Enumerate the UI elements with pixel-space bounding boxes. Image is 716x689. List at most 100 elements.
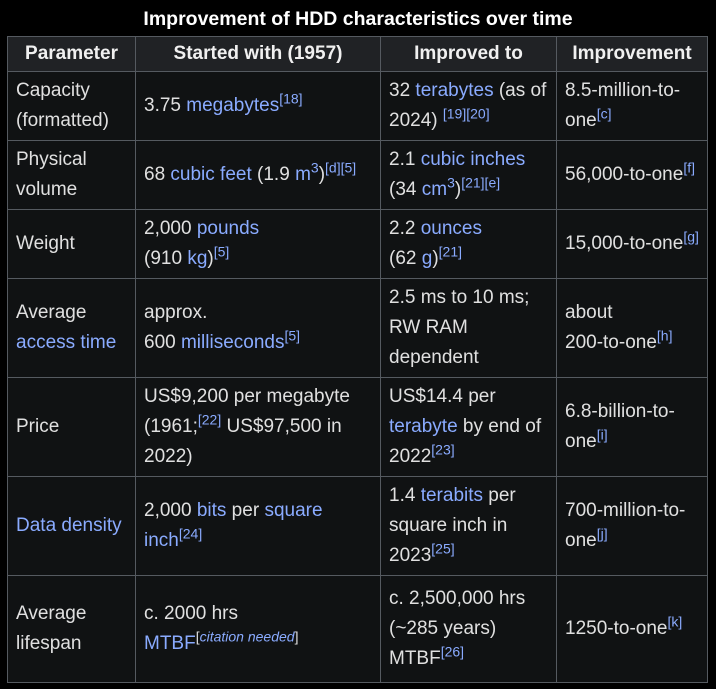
value-text: US$97,500 in 2022)	[144, 416, 342, 467]
bracket: [	[195, 628, 200, 645]
improved-cell: c. 2,500,000 hrs (~285 years) MTBF[26]	[380, 575, 557, 683]
reference-link[interactable]: [18]	[279, 90, 303, 107]
bits-link[interactable]: bits	[196, 500, 227, 521]
value-text: c. 2,500,000 hrs (~285 years) MTBF	[389, 588, 526, 669]
cubic-feet-link[interactable]: cubic feet	[170, 164, 252, 185]
bracket: ]	[294, 628, 299, 645]
column-header-improved-to[interactable]: Improved to	[380, 36, 557, 72]
ratio-text: 700-million-to-one	[565, 500, 686, 551]
improvement-cell: 6.8-billion-to-one[i]	[556, 377, 708, 477]
citation-needed[interactable]: [citation needed]	[196, 629, 299, 645]
value-text: )	[432, 248, 439, 269]
reference-link[interactable]: [5]	[284, 327, 301, 344]
improved-cell: 2.5 ms to 10 ms; RW RAM dependent	[380, 278, 557, 378]
improvement-cell: 56,000-to-one[f]	[556, 140, 708, 210]
gram-link[interactable]: g	[421, 248, 433, 269]
access-time-link[interactable]: access time	[16, 332, 117, 353]
value-text: US$14.4 per	[389, 386, 496, 407]
table-row: Average lifespan c. 2000 hrs MTBF[citation…	[7, 575, 708, 683]
terabyte-link[interactable]: terabyte	[389, 416, 458, 437]
megabytes-link[interactable]: megabytes	[186, 95, 280, 116]
improvement-cell: 8.5-million-to-one[c]	[556, 71, 708, 141]
value-text: (910	[144, 248, 188, 269]
note-link[interactable]: [i]	[596, 426, 608, 443]
ratio-text: about	[565, 302, 613, 323]
table-caption: Improvement of HDD characteristics over …	[143, 8, 573, 30]
citation-needed-link[interactable]: citation needed	[199, 628, 295, 645]
started-cell: 68 cubic feet (1.9 m3)[d][5]	[135, 140, 381, 210]
value-text: 600	[144, 332, 181, 353]
ratio-text: 6.8-billion-to-one	[565, 401, 675, 452]
header-row: Parameter Started with (1957) Improved t…	[7, 36, 708, 72]
reference-link[interactable]: [19][20]	[442, 105, 490, 122]
data-density-link[interactable]: Data density	[16, 515, 122, 536]
note-link[interactable]: [j]	[596, 525, 608, 542]
reference-link[interactable]: [24]	[178, 525, 203, 542]
reference-link[interactable]: [25]	[431, 540, 455, 557]
param-cell: Data density	[7, 476, 136, 576]
param-cell: Capacity (formatted)	[7, 71, 136, 141]
value-text: per square inch in 2023	[389, 485, 516, 566]
started-cell: 2,000 bits per square inch[24]	[135, 476, 381, 576]
reference-link[interactable]: [22]	[197, 411, 222, 428]
cubic-metre-link[interactable]: m3	[295, 161, 319, 185]
kilogram-link[interactable]: kg	[187, 248, 208, 269]
value-text: (1.9	[251, 164, 296, 185]
ratio-text: 8.5-million-to-one	[565, 80, 681, 131]
value-text: per	[226, 500, 265, 521]
improvement-cell: 700-million-to-one[j]	[556, 476, 708, 576]
param-text: volume	[16, 179, 78, 200]
terabits-link[interactable]: terabits	[420, 485, 484, 506]
unit-text: m	[295, 164, 311, 185]
param-text: Weight	[16, 233, 75, 254]
ounces-link[interactable]: ounces	[420, 218, 482, 239]
reference-link[interactable]: [21]	[438, 243, 463, 260]
param-cell: Weight	[7, 209, 136, 279]
mtbf-link[interactable]: MTBF	[144, 633, 196, 654]
table-row: Data density 2,000 bits per square inch[…	[7, 476, 708, 576]
milliseconds-link[interactable]: milliseconds	[180, 332, 285, 353]
improved-cell: 1.4 terabits per square inch in 2023[25]	[380, 476, 557, 576]
started-cell: approx. 600 milliseconds[5]	[135, 278, 381, 378]
param-text: lifespan	[16, 633, 82, 654]
ratio-text: 56,000-to-one	[565, 164, 684, 185]
value-text: (34	[389, 179, 422, 200]
note-link[interactable]: [g]	[683, 228, 699, 245]
reference-link[interactable]: [d][5]	[325, 159, 357, 176]
column-header-started-with[interactable]: Started with (1957)	[135, 36, 381, 72]
table-row: Physical volume 68 cubic feet (1.9 m3)[d]…	[7, 140, 708, 210]
note-link[interactable]: [h]	[656, 327, 673, 344]
note-link[interactable]: [k]	[667, 613, 683, 630]
terabytes-link[interactable]: terabytes	[415, 80, 494, 101]
improvement-cell: about 200-to-one[h]	[556, 278, 708, 378]
ratio-text: 200-to-one	[565, 332, 657, 353]
improved-cell: 2.1 cubic inches (34 cm3)[21][e]	[380, 140, 557, 210]
improved-cell: US$14.4 per terabyte by end of 2022[23]	[380, 377, 557, 477]
ratio-text: 15,000-to-one	[565, 233, 684, 254]
column-header-improvement[interactable]: Improvement	[556, 36, 708, 72]
table-row: Capacity (formatted) 3.75 megabytes[18] 3…	[7, 71, 708, 141]
value-text: c. 2000 hrs	[144, 603, 238, 624]
reference-link[interactable]: [5]	[213, 243, 230, 260]
column-header-parameter[interactable]: Parameter	[7, 36, 136, 72]
cubic-inches-link[interactable]: cubic inches	[420, 149, 526, 170]
table-row: Weight 2,000 pounds (910 kg)[5] 2.2 ounce…	[7, 209, 708, 279]
reference-link[interactable]: [26]	[440, 643, 465, 660]
value-text: )	[207, 248, 214, 269]
pounds-link[interactable]: pounds	[196, 218, 260, 239]
exponent: 3	[310, 159, 319, 176]
note-link[interactable]: [f]	[683, 159, 695, 176]
unit-text: cm	[421, 179, 448, 200]
reference-link[interactable]: [23]	[431, 441, 455, 458]
value-text: 2.2	[389, 218, 421, 239]
param-text: Physical	[16, 149, 87, 170]
ratio-text: 1250-to-one	[565, 618, 668, 639]
improved-cell: 2.2 ounces (62 g)[21]	[380, 209, 557, 279]
note-link[interactable]: [c]	[596, 105, 612, 122]
cubic-centimetre-link[interactable]: cm3	[421, 176, 455, 200]
table-row: Average access time approx. 600 millisecon…	[7, 278, 708, 378]
reference-link[interactable]: [21][e]	[461, 174, 501, 191]
hdd-characteristics-table: Parameter Started with (1957) Improved t…	[7, 36, 708, 683]
square-inch-link[interactable]: square inch	[144, 500, 323, 551]
exponent: 3	[447, 174, 455, 191]
